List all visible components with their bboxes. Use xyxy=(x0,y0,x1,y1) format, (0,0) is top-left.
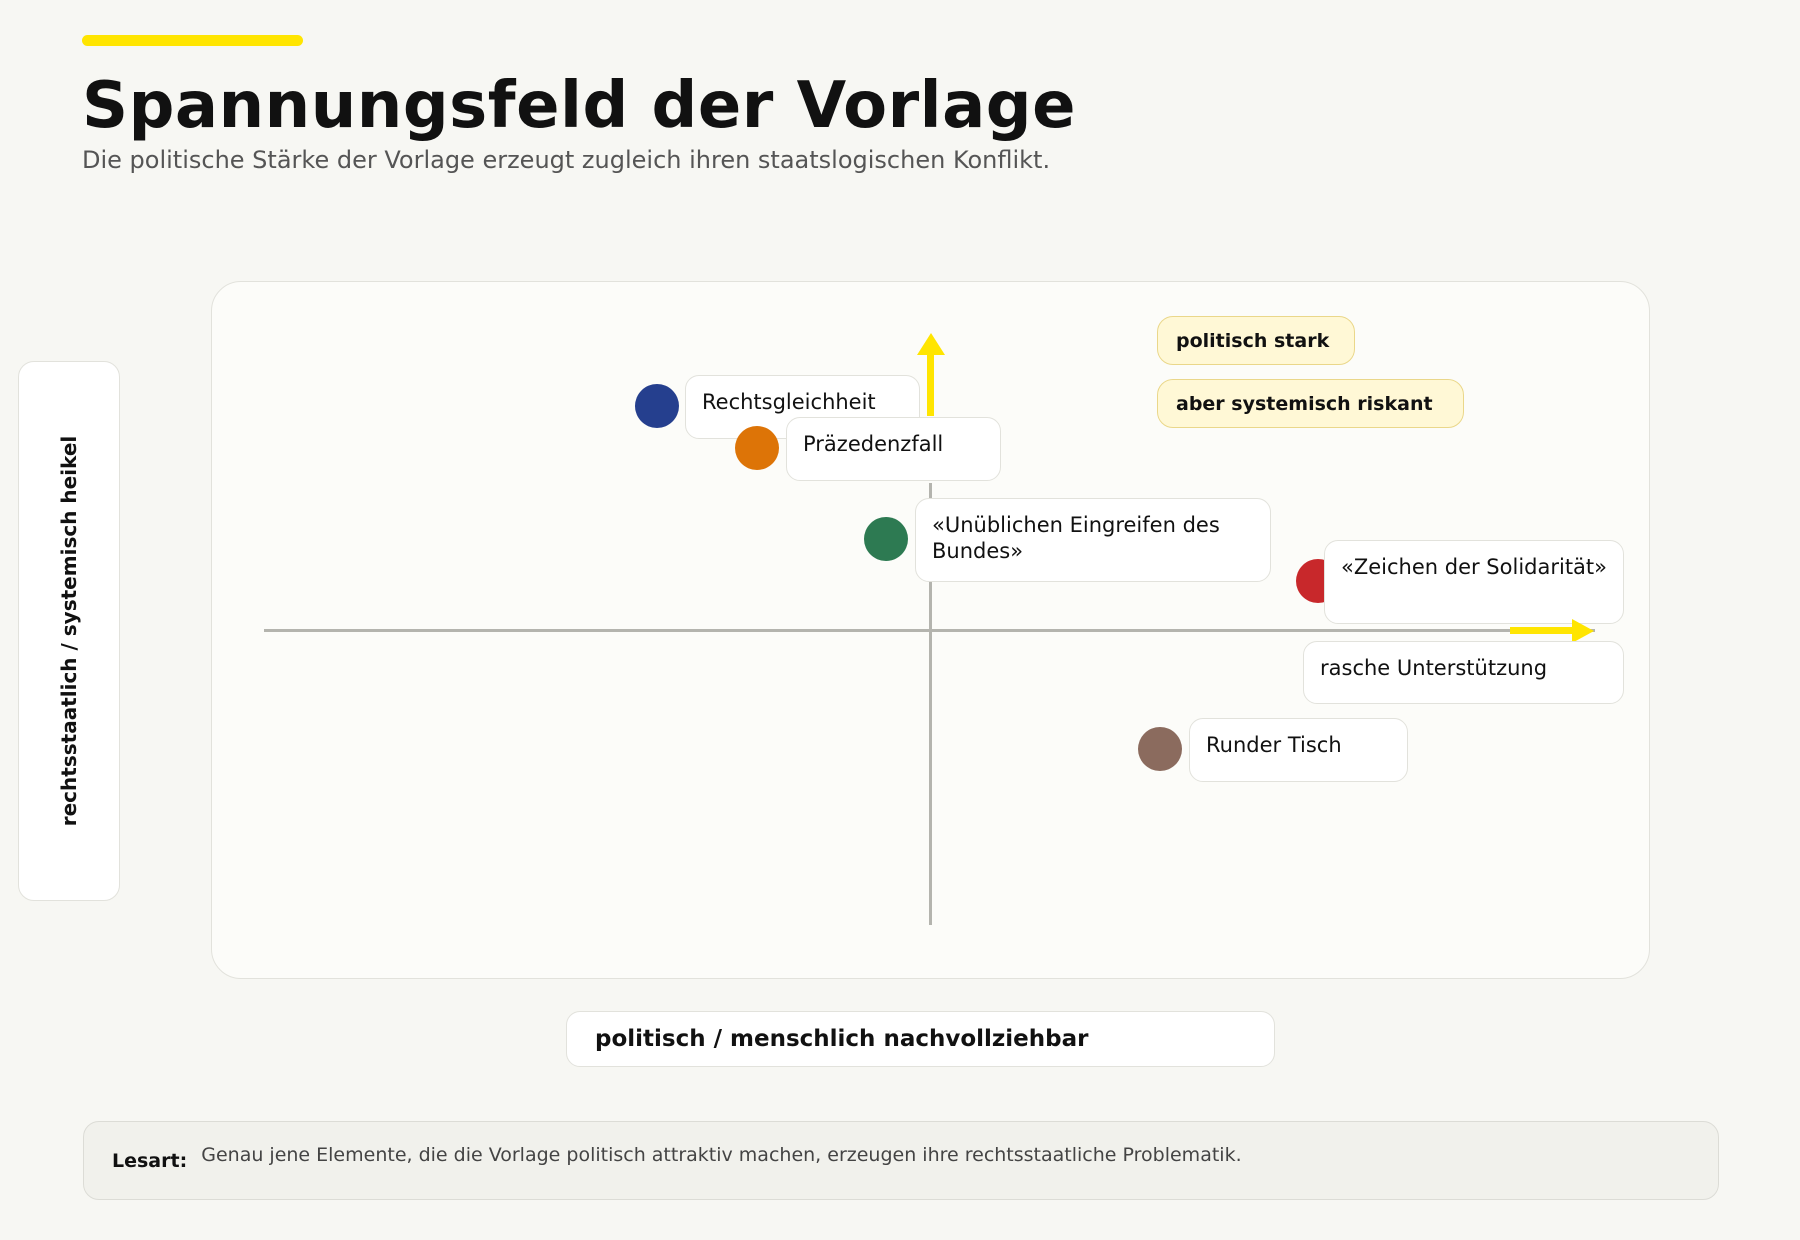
point-dot-rechtsgleichheit xyxy=(635,384,679,428)
point-dot-runder-tisch xyxy=(1138,727,1182,771)
arrow-up-stem xyxy=(927,352,934,416)
point-label-eingreifen: «Unüblichen Eingreifen des Bundes» xyxy=(915,498,1271,582)
point-label-runder-tisch: Runder Tisch xyxy=(1189,718,1408,782)
y-axis-line xyxy=(929,483,932,925)
arrow-right-icon xyxy=(1572,619,1594,643)
quadrant-tag-systemisch-riskant: aber systemisch riskant xyxy=(1157,379,1464,428)
reading-note: Lesart: Genau jene Elemente, die die Vor… xyxy=(83,1121,1719,1200)
point-label-praezedenzfall: Präzedenzfall xyxy=(786,417,1001,481)
page-title: Spannungsfeld der Vorlage xyxy=(82,69,1076,143)
quadrant-tag-politisch-stark: politisch stark xyxy=(1157,316,1355,365)
x-axis-label: politisch / menschlich nachvollziehbar xyxy=(566,1011,1275,1067)
page-subtitle: Die politische Stärke der Vorlage erzeug… xyxy=(82,146,1051,174)
arrow-up-icon xyxy=(917,333,945,355)
arrow-right-stem xyxy=(1510,627,1574,634)
point-label-unterstuetzung: rasche Unterstützung xyxy=(1303,641,1624,704)
y-axis-label: rechtsstaatlich / systemisch heikel xyxy=(57,435,81,827)
accent-bar xyxy=(82,35,303,46)
point-dot-praezedenzfall xyxy=(735,426,779,470)
point-dot-eingreifen xyxy=(864,517,908,561)
reading-note-key: Lesart: xyxy=(112,1150,188,1172)
point-label-solidaritaet: «Zeichen der Solidarität» xyxy=(1324,540,1624,624)
reading-note-text: Genau jene Elemente, die die Vorlage pol… xyxy=(201,1144,1242,1166)
y-axis-label-box: rechtsstaatlich / systemisch heikel xyxy=(18,361,120,901)
